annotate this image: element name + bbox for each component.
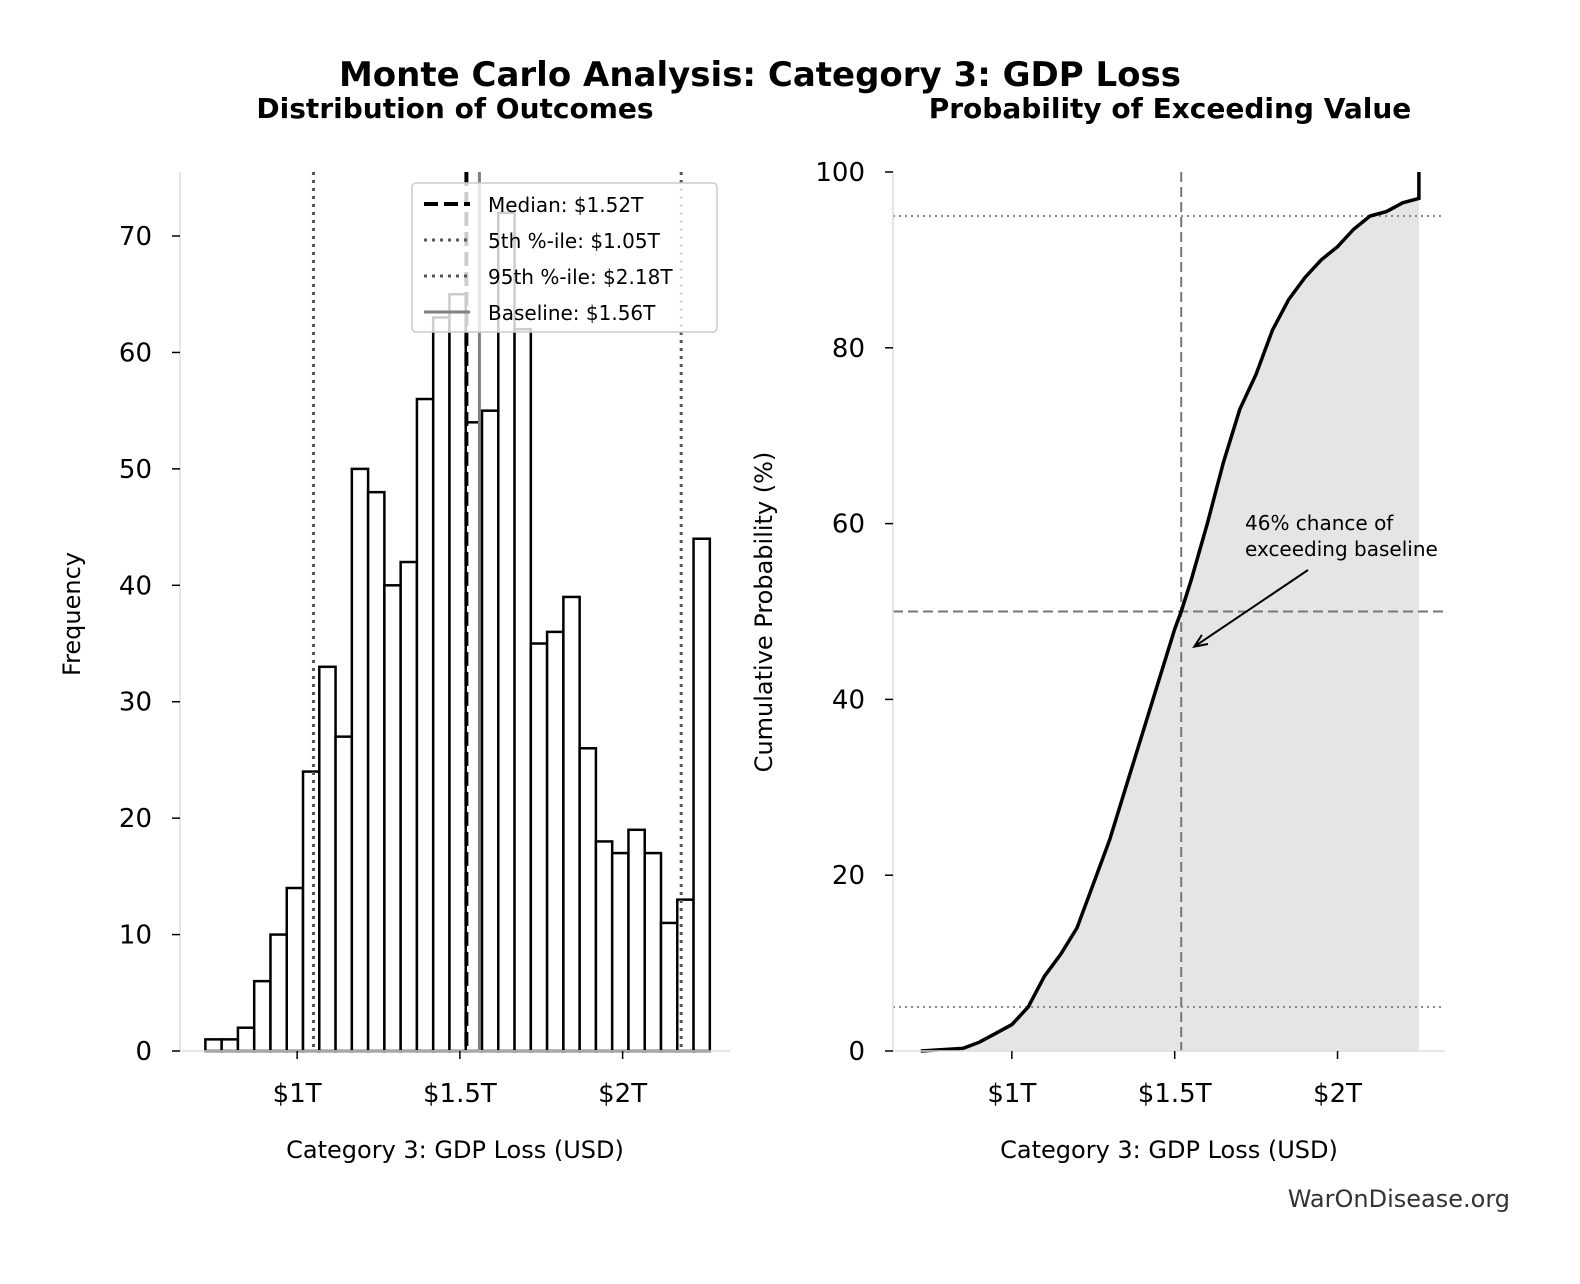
- x-tick-label: $1.5T: [423, 1079, 497, 1109]
- histogram-bar: [399, 560, 419, 1053]
- histogram-bar: [643, 851, 663, 1053]
- legend-p95: 95th %-ile: $2.18T: [488, 265, 673, 289]
- y-tick-label: 60: [119, 338, 152, 368]
- y-tick-label: 60: [832, 510, 865, 540]
- histogram-bar: [431, 316, 451, 1053]
- y-tick-label: 20: [119, 804, 152, 834]
- cdf-title: Probability of Exceeding Value: [929, 92, 1412, 125]
- histogram-bar: [659, 921, 679, 1053]
- legend: Median: $1.52T 5th %-ile: $1.05T 95th %-…: [411, 182, 718, 333]
- y-tick-label: 0: [135, 1037, 152, 1067]
- histogram-bar: [220, 1038, 240, 1053]
- arrow-head-icon: [1192, 634, 1209, 649]
- histogram-bar: [285, 886, 305, 1053]
- x-tick-label: $2T: [598, 1079, 647, 1109]
- histogram-bar: [383, 584, 402, 1053]
- cdf-ylabel: Cumulative Probability (%): [750, 452, 778, 773]
- histogram-bar: [334, 735, 354, 1053]
- y-tick-label: 40: [119, 571, 152, 601]
- histogram-panel: Distribution of Outcomes 0 10 20 30 40 50 60 70…: [58, 92, 730, 1164]
- y-tick-label: 30: [119, 688, 152, 718]
- histogram-bar: [578, 747, 598, 1053]
- histogram-bar: [252, 979, 272, 1053]
- annotation-line-1: 46% chance of: [1245, 511, 1394, 535]
- histogram-bar: [269, 933, 288, 1053]
- legend-frame: [411, 182, 718, 333]
- x-tick-label: $1.5T: [1138, 1079, 1212, 1109]
- legend-baseline: Baseline: $1.56T: [488, 301, 656, 325]
- axis-ticks: 0 20 40 60 80 100 $1T $1.5T $2T: [815, 158, 1362, 1109]
- legend-p5: 5th %-ile: $1.05T: [488, 229, 661, 253]
- y-tick-label: 40: [832, 685, 865, 715]
- histogram-bars: [204, 211, 712, 1053]
- cdf-xlabel: Category 3: GDP Loss (USD): [1000, 1136, 1338, 1164]
- figure-title: Monte Carlo Analysis: Category 3: GDP Lo…: [339, 55, 1181, 95]
- y-tick-label: 100: [815, 158, 865, 188]
- histogram-bar: [594, 840, 614, 1053]
- x-tick-label: $1T: [987, 1079, 1036, 1109]
- legend-median: Median: $1.52T: [488, 193, 644, 217]
- histogram-bar: [529, 642, 549, 1053]
- x-tick-label: $2T: [1313, 1079, 1362, 1109]
- histogram-bar: [204, 1038, 223, 1053]
- histogram-bar: [497, 211, 516, 1053]
- y-tick-label: 20: [832, 861, 865, 891]
- x-tick-label: $1T: [273, 1079, 322, 1109]
- histogram-xlabel: Category 3: GDP Loss (USD): [286, 1136, 624, 1164]
- histogram-bar: [236, 1026, 256, 1053]
- annotation: 46% chance of exceeding baseline: [1192, 511, 1438, 649]
- histogram-bar: [448, 292, 467, 1053]
- histogram-bar: [610, 851, 630, 1053]
- histogram-bar: [513, 327, 533, 1053]
- histogram-ylabel: Frequency: [58, 552, 86, 676]
- histogram-bar: [350, 467, 370, 1053]
- annotation-arrow: [1193, 569, 1309, 648]
- histogram-bar: [480, 409, 500, 1053]
- cdf-curve: [920, 172, 1421, 1053]
- y-tick-label: 80: [832, 334, 865, 364]
- histogram-bar: [301, 770, 321, 1053]
- histogram-bar: [627, 828, 646, 1053]
- histogram-bar: [318, 665, 337, 1053]
- y-tick-label: 10: [119, 921, 152, 951]
- histogram-bar: [562, 595, 581, 1053]
- y-tick-label: 0: [848, 1037, 865, 1067]
- histogram-bar: [545, 630, 565, 1053]
- histogram-title: Distribution of Outcomes: [256, 92, 653, 125]
- annotation-line-2: exceeding baseline: [1245, 537, 1438, 561]
- histogram-bar: [692, 537, 712, 1053]
- histogram-bar: [366, 490, 386, 1053]
- y-tick-label: 50: [119, 455, 152, 485]
- axis-ticks: 0 10 20 30 40 50 60 70 $1T $1.5T $2T: [119, 222, 647, 1109]
- cdf-shaded-area: [920, 172, 1419, 1051]
- histogram-bar: [415, 397, 435, 1053]
- watermark: WarOnDisease.org: [1288, 1185, 1510, 1213]
- cdf-panel: Probability of Exceeding Value 0 20 40 60 80…: [750, 92, 1445, 1164]
- y-tick-label: 70: [119, 222, 152, 252]
